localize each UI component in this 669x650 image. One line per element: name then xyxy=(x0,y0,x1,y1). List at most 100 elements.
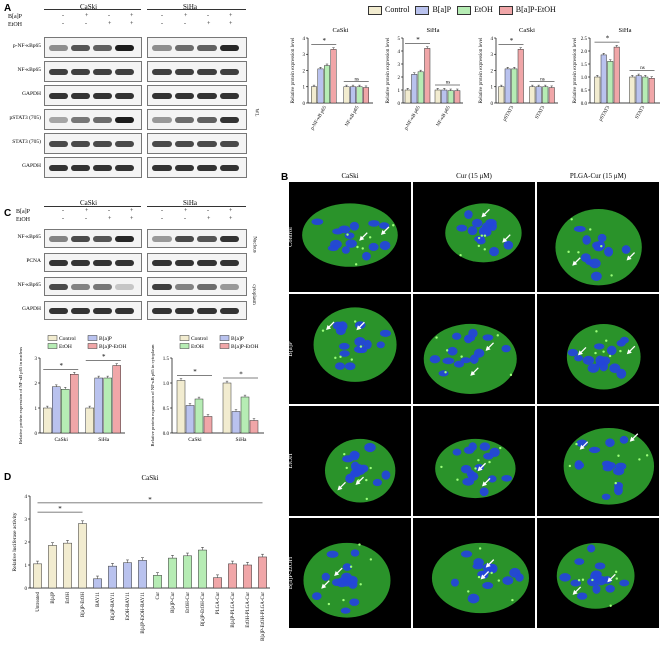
legend: Control B[a]P EtOH B[a]P-EtOH xyxy=(368,5,556,15)
spot-3-2-5 xyxy=(577,579,581,582)
band-2-1-0 xyxy=(152,283,172,290)
chart-c2: 0.0 0.5 1.0 1.5 Relative protein expression … xyxy=(150,344,264,446)
panel-c-row-bap: B[a]P xyxy=(16,209,30,215)
spot-2-1-1 xyxy=(440,465,443,469)
chart-a3-sig-1: ns xyxy=(540,77,545,82)
nucleus-1-2-3 xyxy=(567,348,579,357)
panel-b-col-1: Cur (15 μM) xyxy=(456,172,492,180)
blot-pstat3-3-1 xyxy=(147,109,247,130)
nucleus-0-1-12 xyxy=(467,226,478,236)
spot-1-1-1 xyxy=(444,371,447,374)
spot-3-0-2 xyxy=(369,558,373,561)
marker-pstat3-3: pSTAT3 (705) xyxy=(9,114,42,121)
chart-c2-legend-label-0: Control xyxy=(191,336,208,342)
nucleus-1-0-13 xyxy=(332,321,344,330)
chart-c1-legend-label-3: B[a]P-EtOH xyxy=(99,344,127,350)
chart-a1-ticklabel-4: 4 xyxy=(303,37,306,42)
nucleus-1-0-3 xyxy=(376,341,385,349)
spot-2-2-5 xyxy=(614,481,617,485)
chart-a3-bar-0-3 xyxy=(517,49,524,104)
band-2-0-2 xyxy=(93,92,112,99)
sign-bap-1-3: + xyxy=(229,208,233,214)
spot-1-2-1 xyxy=(602,350,605,353)
band-5-1-3 xyxy=(219,164,239,171)
legend-control: Control xyxy=(368,5,409,15)
band-0-1-3 xyxy=(219,44,239,51)
band-5-0-3 xyxy=(115,164,134,171)
nucleus-0-1-9 xyxy=(476,237,486,245)
band-0-0-2 xyxy=(93,44,112,51)
panel-a-letter: A xyxy=(4,3,12,14)
spot-1-2-0 xyxy=(608,354,612,358)
spot-3-1-5 xyxy=(511,598,514,602)
nucleus-0-0-12 xyxy=(379,240,391,251)
nucleus-3-2-3 xyxy=(587,544,596,553)
sign-etoh-0-1: - xyxy=(85,216,87,222)
chart-c2-bar-0-2 xyxy=(194,398,204,434)
arrowhead-0-1-1 xyxy=(502,237,508,243)
chart-a4-cat-1: STAT3 xyxy=(635,105,647,120)
panel-b-image-svg-3-1 xyxy=(431,542,529,614)
nucleus-3-2-12 xyxy=(574,558,585,565)
chart-a2-ticklabel-0: 0 xyxy=(398,102,401,107)
chart-a4-bar-0-1 xyxy=(600,54,607,104)
nucleus-1-0-1 xyxy=(363,339,372,350)
blot-gapdh-2-0 xyxy=(44,85,142,106)
nucleus-0-1-10 xyxy=(482,225,492,236)
chart-c2-legend-box-2 xyxy=(179,343,190,349)
blot-p-nf-bp65-0-1 xyxy=(147,37,247,58)
nucleus-1-1-8 xyxy=(442,357,455,365)
nucleus-1-1-5 xyxy=(438,370,449,377)
chart-d-ticklabel-2: 2 xyxy=(25,541,28,546)
panel-b-image-2-1 xyxy=(413,406,535,516)
chart-d-sig-1: * xyxy=(148,496,152,504)
chart-a1-ticklabel-1: 1 xyxy=(303,86,306,91)
band-4-0-1 xyxy=(71,140,90,147)
nucleus-2-1-1 xyxy=(501,475,513,482)
sign-etoh-0-0: - xyxy=(62,216,64,222)
chart-a1-bar-0-3 xyxy=(330,49,337,104)
nucleus-3-2-13 xyxy=(592,584,601,594)
panel-c-letter: C xyxy=(4,208,12,219)
spot-0-0-2 xyxy=(361,247,364,250)
band-4-0-3 xyxy=(115,140,134,147)
chart-a2-ticklabel-1: 1 xyxy=(398,89,401,94)
chart-a3-bar-1-1 xyxy=(535,86,542,104)
band-2-1-0 xyxy=(152,92,172,99)
spot-1-0-2 xyxy=(334,356,337,360)
nucleus-2-1-6 xyxy=(460,464,472,474)
chart-c1-sig-1: * xyxy=(102,353,106,361)
panel-b-image-3-2 xyxy=(537,518,659,628)
spot-0-2-0 xyxy=(577,251,580,254)
spot-3-0-4 xyxy=(327,602,331,606)
nucleus-1-0-6 xyxy=(354,337,366,347)
chart-c2-ticklabel-3: 1.5 xyxy=(163,357,170,362)
chart-d-cat-5: B[a]P-BAY11 xyxy=(111,592,116,621)
marker-nf-bp65-2: NF-κBp65 xyxy=(17,281,41,288)
band-3-1-3 xyxy=(219,307,239,314)
nucleus-3-1-9 xyxy=(450,578,459,587)
nucleus-1-1-1 xyxy=(460,357,471,364)
chart-d-bar-6 xyxy=(123,562,132,589)
arrowhead-3-2-1 xyxy=(607,577,613,583)
nucleus-3-0-10 xyxy=(346,575,358,586)
spot-1-0-1 xyxy=(359,345,363,348)
band-5-0-1 xyxy=(71,164,90,171)
band-1-1-0 xyxy=(152,68,172,75)
spot-1-2-3 xyxy=(605,339,608,342)
spot-3-2-2 xyxy=(609,604,612,607)
chart-a2-bar-0-0 xyxy=(404,89,411,104)
sign-etoh-1-1: - xyxy=(184,216,186,222)
band-4-1-2 xyxy=(197,140,217,147)
nucleus-1-1-4 xyxy=(501,344,511,353)
band-2-1-2 xyxy=(197,283,217,290)
chart-a4-sig-1: ns xyxy=(640,66,645,71)
marker-nf-bp65-1: NF-κBp65 xyxy=(17,66,41,73)
chart-c1-legend-label-1: B[a]P xyxy=(99,336,112,342)
band-5-1-2 xyxy=(197,164,217,171)
band-3-0-3 xyxy=(115,116,134,123)
panel-b-col-2: PLGA-Cur (15 μM) xyxy=(569,172,627,180)
band-4-1-0 xyxy=(152,140,172,147)
nucleus-1-0-8 xyxy=(338,342,350,350)
chart-d-cat-12: PLGA-Cur xyxy=(216,592,221,615)
